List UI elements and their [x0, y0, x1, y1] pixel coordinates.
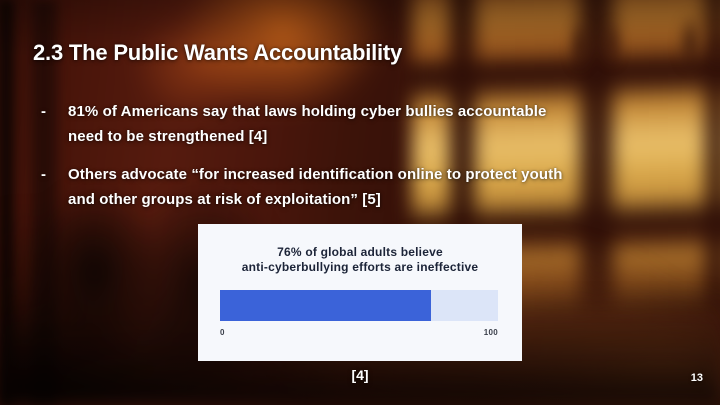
background-bottle-silhouettes	[540, 0, 720, 84]
chart-card: 76% of global adults believe anti-cyberb…	[198, 224, 522, 361]
bullet-item: - 81% of Americans say that laws holding…	[41, 99, 641, 149]
bullet-marker: -	[41, 166, 46, 183]
bullet-marker: -	[41, 103, 46, 120]
bar-track	[220, 290, 498, 321]
page-number: 13	[690, 372, 703, 384]
axis-label-max: 100	[483, 328, 498, 337]
slide-title: 2.3 The Public Wants Accountability	[33, 40, 403, 65]
bar-fill	[220, 290, 432, 321]
axis-label-min: 0	[220, 328, 225, 337]
chart-title: 76% of global adults believe anti-cyberb…	[241, 245, 479, 274]
bullet-item: - Others advocate “for increased identif…	[41, 162, 641, 212]
citation: [4]	[351, 367, 369, 383]
bullet-list: - 81% of Americans say that laws holding…	[41, 99, 641, 225]
bullet-text: 81% of Americans say that laws holding c…	[68, 103, 547, 145]
chart-axis-labels: 0 100	[220, 328, 498, 337]
bullet-text: Others advocate “for increased identific…	[68, 166, 563, 208]
